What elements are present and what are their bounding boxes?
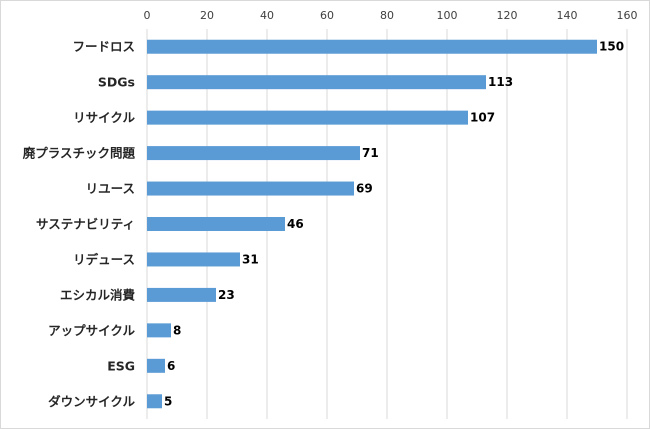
category-label: エシカル消費 — [60, 287, 136, 302]
bar — [147, 39, 597, 54]
bar — [147, 181, 354, 196]
category-label: リユース — [86, 181, 135, 196]
data-label: 71 — [362, 146, 379, 160]
data-label: 107 — [470, 111, 495, 125]
data-labels: 150 113 107 71 69 46 31 23 8 6 5 — [164, 40, 624, 409]
x-tick-label: 100 — [437, 9, 458, 22]
category-label: SDGs — [98, 75, 135, 90]
data-label: 6 — [167, 359, 175, 373]
data-label: 8 — [173, 323, 181, 337]
data-label: 23 — [218, 288, 235, 302]
category-label: サステナビリティ — [36, 217, 135, 232]
data-label: 113 — [488, 75, 513, 89]
x-tick-label: 40 — [260, 9, 274, 22]
category-label: フードロス — [72, 39, 135, 54]
data-label: 69 — [356, 182, 373, 196]
category-label: ESG — [107, 358, 135, 373]
bar — [147, 252, 240, 267]
x-tick-label: 0 — [144, 9, 151, 22]
bar — [147, 287, 216, 302]
data-label: 5 — [164, 394, 172, 408]
x-tick-label: 80 — [380, 9, 394, 22]
category-label: リサイクル — [73, 110, 135, 125]
bar — [147, 323, 171, 338]
x-tick-label: 140 — [557, 9, 578, 22]
bar — [147, 110, 468, 125]
data-label: 150 — [599, 40, 624, 54]
category-label: リデュース — [73, 252, 135, 267]
category-label: 廃プラスチック問題 — [23, 146, 136, 161]
x-tick-label: 60 — [320, 9, 334, 22]
bar — [147, 358, 165, 373]
category-label: アップサイクル — [48, 323, 135, 338]
category-label: ダウンサイクル — [48, 394, 135, 409]
category-labels: フードロス SDGs リサイクル廃プラスチック問題リユースサステナビリティリデュース… — [23, 39, 136, 409]
bar — [147, 75, 486, 90]
x-axis-ticks: 0 20 40 60 80 100 120 140 160 — [144, 9, 638, 22]
x-tick-label: 20 — [200, 9, 214, 22]
data-label: 31 — [242, 252, 259, 266]
bar — [147, 217, 285, 231]
gridlines — [146, 29, 628, 419]
bars — [147, 39, 597, 409]
bar — [147, 146, 360, 161]
x-tick-label: 120 — [497, 9, 518, 22]
bar — [147, 394, 162, 409]
x-tick-label: 160 — [617, 9, 638, 22]
data-label: 46 — [287, 217, 304, 231]
